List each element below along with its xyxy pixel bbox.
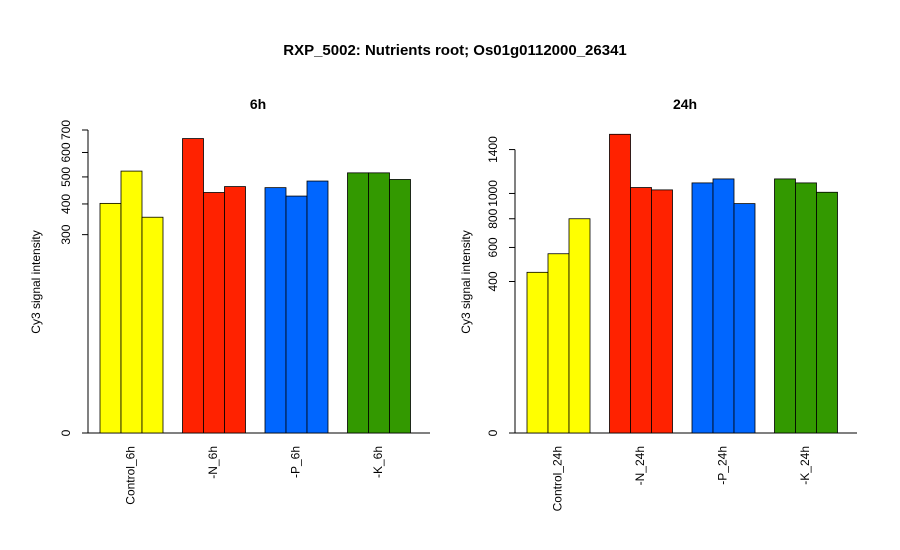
x-tick-label: -K_6h: [371, 446, 385, 478]
y-tick-label: 400: [486, 271, 500, 291]
bar: [712, 178, 735, 434]
bar-group: [511, 133, 857, 434]
bar: [203, 192, 225, 434]
bar: [347, 172, 369, 434]
x-tick-labels: Control_6h -N_6h -P_6h -K_6h: [124, 446, 386, 505]
bar: [795, 182, 817, 434]
bar: [264, 187, 287, 434]
bar: [182, 138, 204, 434]
bar: [368, 172, 390, 434]
bar: [547, 253, 570, 434]
bar: [691, 182, 714, 434]
bar: [120, 170, 143, 434]
bar: [99, 202, 122, 434]
x-tick-label: -P_24h: [716, 446, 730, 485]
y-tick-label: 600: [486, 237, 500, 257]
y-tick-label: 700: [59, 120, 73, 140]
bar: [141, 216, 164, 434]
bar: [816, 191, 838, 434]
x-tick-label: -N_24h: [633, 446, 647, 485]
y-tick-label: 400: [59, 194, 73, 214]
y-tick-label: 800: [486, 208, 500, 228]
panel-title: 6h: [250, 96, 266, 112]
y-tick-label: 0: [486, 429, 500, 436]
chart-panel-6h: 6h Cy3 signal intensity 0 300 400 500 600 700…: [29, 96, 430, 505]
y-tick-label: 500: [59, 167, 73, 187]
y-axis: 0 300 400 500 600 700: [59, 120, 89, 436]
bar: [285, 195, 308, 434]
bar-group: [84, 138, 430, 434]
x-tick-label: Control_6h: [124, 446, 138, 505]
x-tick-label: -N_6h: [206, 446, 220, 479]
bar: [733, 203, 756, 434]
x-tick-labels: Control_24h -N_24h -P_24h -K_24h: [551, 446, 813, 511]
y-tick-label: 1000: [486, 180, 500, 207]
bar: [526, 271, 549, 434]
bar: [389, 179, 411, 434]
y-tick-label: 1400: [486, 136, 500, 163]
figure-title: RXP_5002: Nutrients root; Os01g0112000_2…: [283, 42, 627, 59]
y-axis-label: Cy3 signal intensity: [459, 230, 473, 333]
panel-title: 24h: [673, 96, 697, 112]
bar: [306, 180, 329, 434]
bar: [568, 218, 591, 434]
x-tick-label: -K_24h: [798, 446, 812, 485]
bar: [774, 178, 796, 434]
x-tick-label: -P_6h: [289, 446, 303, 478]
bar: [609, 133, 631, 434]
bar: [224, 186, 246, 434]
y-tick-label: 300: [59, 224, 73, 244]
y-axis-label: Cy3 signal intensity: [29, 230, 43, 333]
y-tick-label: 600: [59, 142, 73, 162]
x-tick-label: Control_24h: [551, 446, 565, 511]
bar: [630, 187, 652, 434]
y-tick-label: 0: [59, 429, 73, 436]
bar: [651, 189, 673, 434]
